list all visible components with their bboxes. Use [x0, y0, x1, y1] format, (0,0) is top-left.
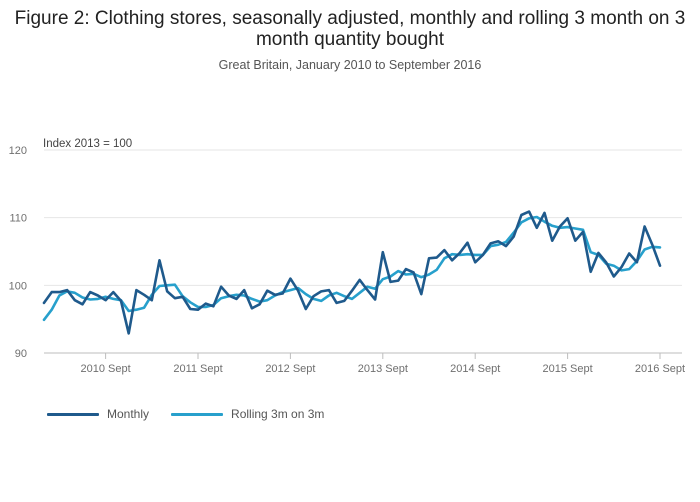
- y-tick-label: 90: [15, 348, 27, 360]
- x-tick-label: 2010 Sept: [81, 363, 131, 375]
- series-line-monthly: [42, 210, 662, 335]
- legend-label-monthly: Monthly: [107, 407, 150, 421]
- x-tick-label: 2016 Sept: [635, 363, 685, 375]
- legend-item-monthly[interactable]: Monthly: [47, 407, 149, 421]
- x-tick-label: 2011 Sept: [173, 363, 222, 375]
- x-tick-label: 2015 Sept: [543, 363, 593, 375]
- y-tick-label: 110: [9, 213, 27, 225]
- legend-label-rolling: Rolling 3m on 3m: [231, 407, 325, 421]
- legend: Monthly Rolling 3m on 3m: [47, 407, 324, 421]
- x-tick-label: 2013 Sept: [358, 363, 408, 375]
- legend-item-rolling[interactable]: Rolling 3m on 3m: [171, 407, 324, 421]
- legend-swatch-monthly: [47, 412, 99, 416]
- x-tick-label: 2012 Sept: [265, 363, 315, 375]
- legend-swatch-rolling: [171, 412, 224, 416]
- y-axis-unit-label: Index 2013 = 100: [43, 138, 132, 150]
- chart-title: Figure 2: Clothing stores, seasonally ad…: [14, 8, 686, 50]
- y-tick-label: 120: [9, 145, 27, 157]
- x-tick-label: 2014 Sept: [450, 363, 500, 375]
- line-chart: Index 2013 = 100 90 100 110 120 2010 Sept 20…: [9, 138, 685, 375]
- chart-subtitle: Great Britain, January 2010 to September…: [218, 58, 482, 72]
- y-tick-label: 100: [9, 280, 27, 292]
- series-line-rolling: [42, 215, 662, 322]
